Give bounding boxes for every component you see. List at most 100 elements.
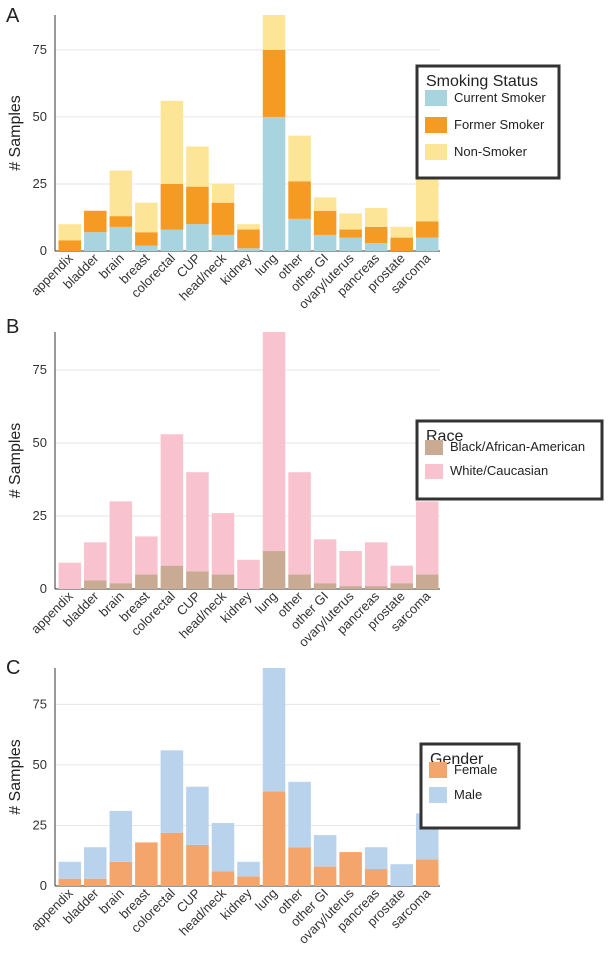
bar-segment xyxy=(186,186,209,225)
bar-segment xyxy=(313,234,337,251)
bar-segment xyxy=(84,542,107,581)
bar-segment xyxy=(288,135,311,182)
bar-segment xyxy=(186,844,209,886)
bar-segment xyxy=(135,842,158,886)
y-tick-label: 25 xyxy=(33,508,47,523)
bar-segment xyxy=(339,237,362,251)
bar-segment xyxy=(390,864,413,886)
bar-segment xyxy=(84,878,107,886)
bar-segment xyxy=(364,869,388,886)
y-tick-label: 25 xyxy=(33,176,47,191)
bar-segment xyxy=(84,210,107,233)
legend-item-label: Black/African-American xyxy=(450,439,585,454)
bar-segment xyxy=(58,562,82,589)
bar-segment xyxy=(262,668,286,792)
bar-segment xyxy=(415,501,439,575)
legend-swatch xyxy=(425,464,443,479)
bar-segment xyxy=(288,781,311,848)
bar-segment xyxy=(364,242,388,251)
bar-segment xyxy=(262,116,286,251)
bar-segment xyxy=(211,183,235,203)
bar-segment xyxy=(135,574,158,589)
y-tick-label: 75 xyxy=(33,696,47,711)
panel-label: C xyxy=(6,657,20,679)
bar-segment xyxy=(339,852,362,886)
legend-item-label: Female xyxy=(454,762,497,777)
panel-label: B xyxy=(6,316,19,338)
bar-segment xyxy=(160,183,184,230)
bar-segment xyxy=(109,216,133,227)
legend-title: Smoking Status xyxy=(426,73,538,90)
bar-segment xyxy=(288,181,311,219)
bar-segment xyxy=(313,197,337,211)
bar-segment xyxy=(135,202,158,233)
bar-segment xyxy=(160,100,184,184)
bar-segment xyxy=(313,835,337,867)
bar-segment xyxy=(58,878,82,886)
bar-segment xyxy=(186,786,209,845)
bar-segment xyxy=(415,221,439,238)
legend-item-label: Current Smoker xyxy=(454,90,546,105)
legend-swatch xyxy=(425,144,447,160)
bar-segment xyxy=(262,551,286,589)
bar-segment xyxy=(390,226,413,238)
bar-segment xyxy=(160,229,184,251)
legend-item-label: White/Caucasian xyxy=(450,463,548,478)
bar-segment xyxy=(262,49,286,117)
bar-segment xyxy=(339,551,362,587)
bar-segment xyxy=(237,229,260,249)
bar-segment xyxy=(109,810,133,862)
bar-segment xyxy=(313,583,337,589)
bar-segment xyxy=(84,847,107,879)
bar-segment xyxy=(364,208,388,227)
legend-item-label: Former Smoker xyxy=(454,117,545,132)
bar-segment xyxy=(109,501,133,584)
panel-label: A xyxy=(6,5,20,27)
bar-segment xyxy=(364,542,388,587)
y-tick-label: 0 xyxy=(40,243,47,258)
bar-segment xyxy=(160,832,184,886)
y-tick-label: 50 xyxy=(33,109,47,124)
bar-segment xyxy=(109,583,133,589)
bar-segment xyxy=(364,847,388,870)
y-tick-label: 0 xyxy=(40,581,47,596)
bar-segment xyxy=(288,847,311,886)
bar-segment xyxy=(262,15,286,50)
y-axis-label: # Samples xyxy=(7,739,24,815)
bar-segment xyxy=(288,472,311,575)
legend-item-label: Male xyxy=(454,787,482,802)
bar-segment xyxy=(364,586,388,589)
bar-segment xyxy=(160,750,184,833)
bar-segment xyxy=(211,823,235,872)
y-tick-label: 50 xyxy=(33,757,47,772)
y-axis-label: # Samples xyxy=(7,423,24,499)
bar-segment xyxy=(262,332,286,552)
bar-segment xyxy=(160,565,184,589)
bar-segment xyxy=(313,539,337,584)
bar-segment xyxy=(186,472,209,572)
bar-segment xyxy=(390,583,413,589)
bar-segment xyxy=(109,861,133,886)
y-tick-label: 75 xyxy=(33,42,47,57)
legend-swatch xyxy=(429,787,447,803)
bar-segment xyxy=(364,226,388,243)
bar-segment xyxy=(58,240,82,251)
bar-segment xyxy=(415,237,439,251)
legend-box xyxy=(419,742,521,830)
bar-segment xyxy=(186,146,209,187)
legend-box xyxy=(415,419,604,501)
y-tick-label: 75 xyxy=(33,362,47,377)
bar-segment xyxy=(237,861,260,877)
bar-segment xyxy=(415,175,439,222)
y-tick-label: 25 xyxy=(33,817,47,832)
y-tick-label: 0 xyxy=(40,878,47,893)
bar-segment xyxy=(262,791,286,886)
bar-segment xyxy=(84,580,107,589)
bar-segment xyxy=(288,574,311,589)
bar-segment xyxy=(109,170,133,217)
legend-item-label: Non-Smoker xyxy=(454,144,528,159)
bar-segment xyxy=(339,229,362,238)
bar-segment xyxy=(415,859,439,886)
